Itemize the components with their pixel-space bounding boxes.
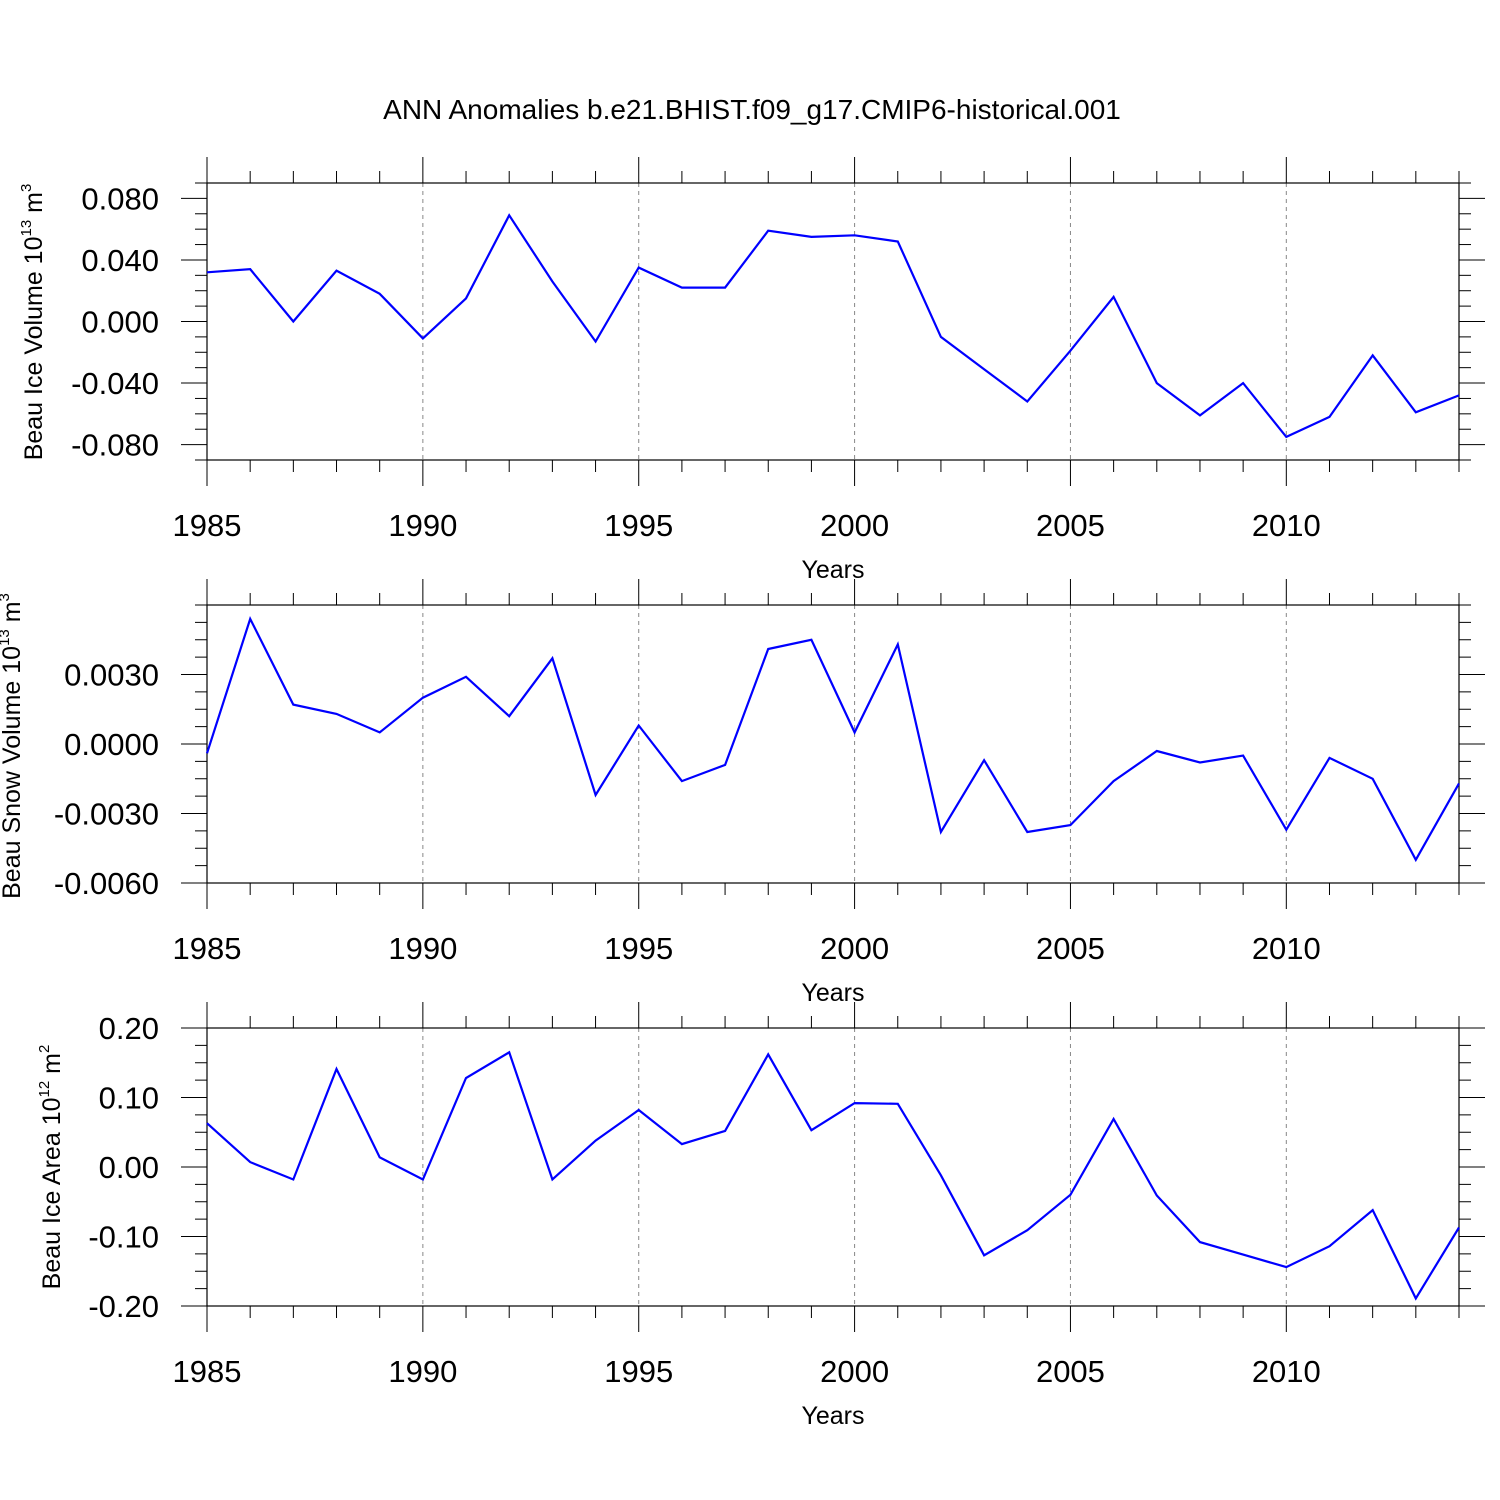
x-tick-label: 1995 (604, 1354, 673, 1389)
panel-ice-volume: 1985 1990 1995 2000 2005 2010 Years -0.080 -0.04… (18, 157, 1485, 584)
y-tick-label: -0.080 (71, 428, 159, 463)
x-axis-title: Years (801, 979, 864, 1007)
y-tick-label: -0.0060 (54, 866, 159, 901)
panel-snow-volume: 1985 1990 1995 2000 2005 2010 Years -0.0060 -0.0… (0, 579, 1485, 1007)
series-line (205, 616, 1460, 863)
series-line (206, 1050, 1460, 1301)
y-axis-title: Beau Ice Area 1012 m2 (36, 1045, 66, 1290)
y-tick-label: 0.10 (99, 1081, 159, 1116)
x-tick-label: 1985 (173, 508, 242, 543)
plot-frame (206, 604, 1460, 884)
x-axis-title: Years (801, 556, 864, 584)
x-tick-label: 2005 (1036, 931, 1105, 966)
x-tick-label: 1990 (388, 931, 457, 966)
x-tick-label: 2000 (820, 508, 889, 543)
y-tick-label: 0.00 (99, 1150, 159, 1185)
y-tick-label: 0.000 (81, 305, 159, 340)
y-tick-label: -0.20 (88, 1289, 159, 1324)
y-tick-label: 0.040 (81, 243, 159, 278)
x-tick-label: 1995 (604, 931, 673, 966)
y-tick-label: -0.0030 (54, 797, 159, 832)
x-tick-label: 2000 (820, 931, 889, 966)
plot-frame (206, 1027, 1460, 1307)
x-tick-label: 1990 (388, 508, 457, 543)
y-tick-label: 0.0000 (64, 727, 159, 762)
y-axis-title: Beau Ice Volume 1013 m3 (18, 184, 48, 461)
x-tick-label: 1985 (173, 931, 242, 966)
x-tick-label: 2000 (820, 1354, 889, 1389)
x-tick-label: 2010 (1252, 508, 1321, 543)
x-tick-label: 2005 (1036, 1354, 1105, 1389)
figure-title: ANN Anomalies b.e21.BHIST.f09_g17.CMIP6-… (383, 94, 1121, 125)
x-axis-title: Years (801, 1402, 864, 1430)
x-tick-label: 1995 (604, 508, 673, 543)
y-tick-label: 0.0030 (64, 658, 159, 693)
x-tick-label: 1990 (388, 1354, 457, 1389)
panel-ice-area: 1985 1990 1995 2000 2005 2010 Years -0.20 -0.10 0… (36, 1002, 1485, 1430)
x-tick-label: 2010 (1252, 931, 1321, 966)
series-line (206, 213, 1460, 439)
x-tick-label: 1985 (173, 1354, 242, 1389)
y-axis-title: Beau Snow Volume 1013 m3 (0, 593, 26, 899)
x-tick-label: 2010 (1252, 1354, 1321, 1389)
y-tick-label: 0.080 (81, 181, 159, 216)
x-tick-label: 2005 (1036, 508, 1105, 543)
y-tick-label: -0.10 (88, 1220, 159, 1255)
y-tick-label: 0.20 (99, 1011, 159, 1046)
y-tick-label: -0.040 (71, 366, 159, 401)
